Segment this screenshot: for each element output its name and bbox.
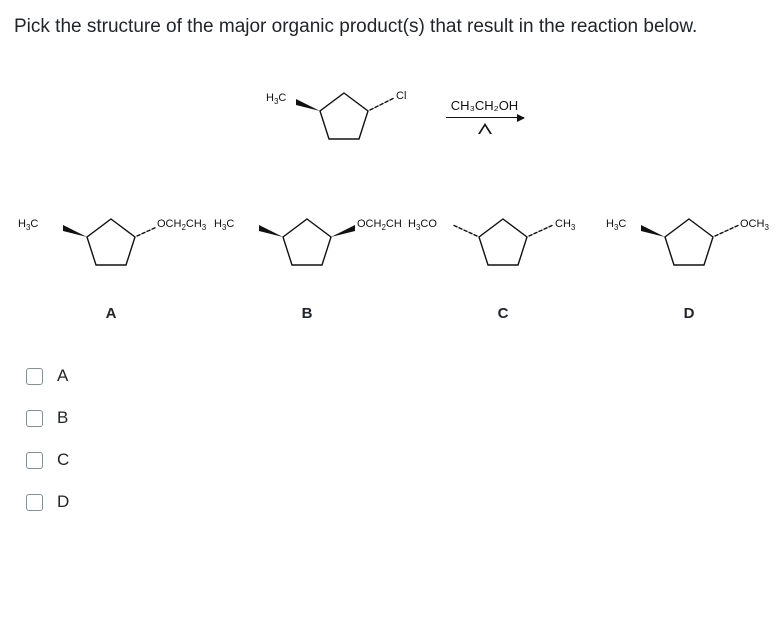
choice-A[interactable]: A [26,366,769,386]
reaction-arrow: CH₃CH₂OH [446,98,524,134]
option-A: H3C OCH2CH3 A [16,203,206,322]
option-label-B: B [302,305,313,322]
heat-triangle-icon [478,123,492,134]
svg-text:H3C: H3C [606,218,626,232]
question-text: Pick the structure of the major organic … [14,12,769,41]
arrow-top-text: CH₃CH₂OH [451,98,518,114]
svg-text:OCH2CH3: OCH2CH3 [357,218,402,232]
reactant-left-label: H3C [266,92,286,106]
choice-label: A [57,366,68,386]
checkbox-icon[interactable] [26,410,43,427]
choice-list: A B C D [14,366,769,512]
checkbox-icon[interactable] [26,452,43,469]
svg-text:OCH3: OCH3 [740,218,769,232]
svg-text:H3C: H3C [214,218,234,232]
reactant-molecule: H3C Cl [260,77,428,155]
choice-B[interactable]: B [26,408,769,428]
option-label-C: C [498,305,509,322]
option-label-D: D [684,305,695,322]
choice-D[interactable]: D [26,492,769,512]
option-B: H3C OCH2CH3 B [212,203,402,322]
options-row: H3C OCH2CH3 A H3C OCH2CH3 B [14,203,769,322]
option-D: H3C OCH3 D [604,203,774,322]
choice-label: D [57,492,69,512]
svg-text:CH3: CH3 [555,218,576,232]
choice-C[interactable]: C [26,450,769,470]
arrow-line [446,117,524,118]
checkbox-icon[interactable] [26,368,43,385]
option-label-A: A [106,305,117,322]
choice-label: B [57,408,68,428]
svg-text:OCH2CH3: OCH2CH3 [157,218,206,232]
reaction-scheme: H3C Cl CH₃CH₂OH [14,77,769,155]
choice-label: C [57,450,69,470]
svg-text:H3CO: H3CO [408,218,437,232]
reactant-right-label: Cl [396,90,406,102]
checkbox-icon[interactable] [26,494,43,511]
svg-text:H3C: H3C [18,218,38,232]
option-C: H3CO CH3 C [408,203,598,322]
